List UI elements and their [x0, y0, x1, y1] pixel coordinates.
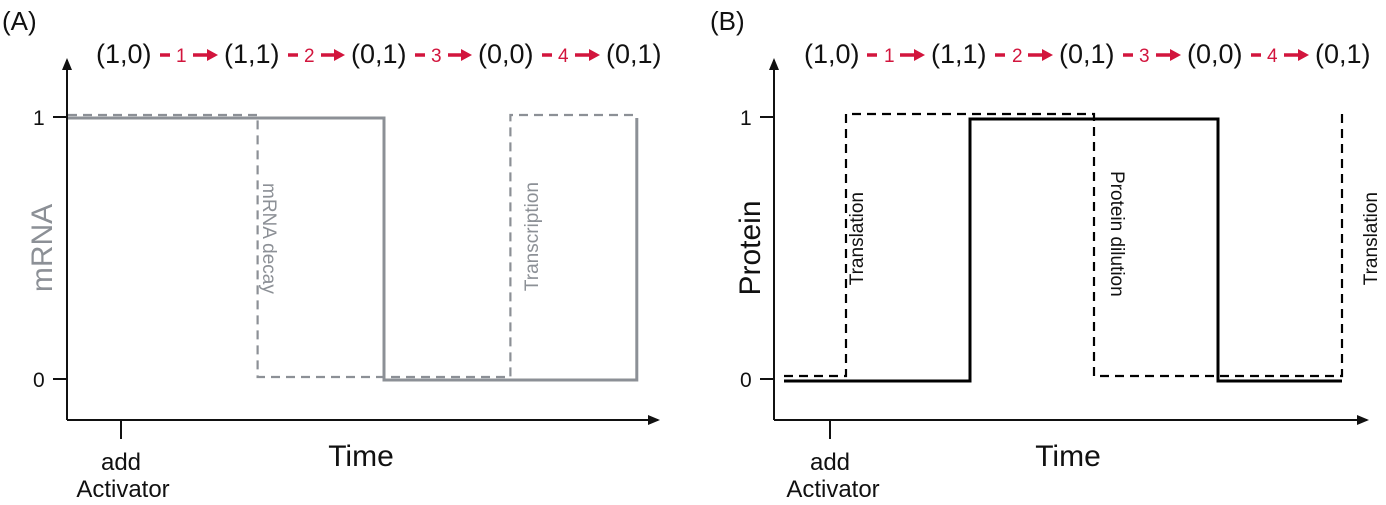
- panel-b-annotation-translation-2: Translation: [1361, 192, 1382, 285]
- panel-b-annotation-protein-dilution: Protein dilution: [1106, 171, 1127, 297]
- panel-a-activator-label-line1: add: [101, 449, 141, 476]
- panel-a-step-2: 2: [288, 46, 345, 67]
- panel-b-state-4: (0,0): [1187, 39, 1243, 69]
- panel-b-step-3: 3: [1123, 46, 1181, 67]
- panel-a-state-4: (0,0): [478, 39, 534, 69]
- step-arrowhead-icon: [461, 49, 472, 61]
- panel-a-step-4-label: 4: [558, 46, 569, 67]
- panel-b-ytick-label-1: 1: [740, 107, 752, 130]
- panel-b-step-1: 1: [867, 46, 925, 67]
- panel-b-step-1-label: 1: [884, 46, 895, 67]
- panel-a: (A) (1,0) 1 (1,1) 2 (0,1) 3: [2, 6, 662, 503]
- step-arrowhead-icon: [589, 49, 600, 61]
- panel-b-activator-label-line2: Activator: [786, 476, 879, 503]
- panel-a-step-3: 3: [415, 46, 472, 67]
- panel-a-state-sequence: (1,0) 1 (1,1) 2 (0,1) 3 (0,0): [96, 39, 662, 69]
- panel-a-state-5: (0,1): [606, 39, 662, 69]
- panel-b-state-sequence: (1,0) 1 (1,1) 2 (0,1) 3 (0,0): [804, 39, 1371, 69]
- panel-a-solid-trace: [68, 116, 639, 382]
- step-arrowhead-icon: [334, 49, 345, 61]
- panel-b-activator-label-line1: add: [810, 449, 850, 476]
- panel-a-y-axis-label: mRNA: [26, 204, 59, 292]
- panel-a-label: (A): [2, 6, 37, 36]
- step-arrowhead-icon: [1042, 49, 1053, 61]
- panel-b: (B) (1,0) 1 (1,1) 2 (0,1) 3: [710, 6, 1382, 503]
- panel-a-state-3: (0,1): [351, 39, 407, 69]
- panel-b-state-3: (0,1): [1059, 39, 1115, 69]
- panel-a-step-3-label: 3: [431, 46, 442, 67]
- step-arrowhead-icon: [1298, 49, 1309, 61]
- step-arrowhead-icon: [1170, 49, 1181, 61]
- panel-b-label: (B): [710, 6, 745, 36]
- panel-b-state-1: (1,0): [804, 39, 860, 69]
- panel-a-step-1: 1: [160, 46, 218, 67]
- panel-b-annotation-translation-1: Translation: [847, 192, 868, 285]
- panel-a-state-1: (1,0): [96, 39, 152, 69]
- panel-a-dashed-trace: [68, 113, 637, 379]
- panel-a-activator-label-line2: Activator: [76, 476, 169, 503]
- panel-a-annotation-transcription: Transcription: [522, 182, 543, 291]
- panel-b-step-3-label: 3: [1139, 46, 1150, 67]
- panel-a-state-2: (1,1): [224, 39, 280, 69]
- panel-a-x-axis-label: Time: [328, 440, 394, 473]
- panel-a-ytick-label-1: 1: [33, 107, 45, 130]
- panel-b-x-axis-label: Time: [1035, 440, 1101, 473]
- panel-a-step-1-label: 1: [176, 46, 187, 67]
- panel-b-state-5: (0,1): [1315, 39, 1371, 69]
- panel-a-step-2-label: 2: [304, 46, 315, 67]
- panel-b-dashed-trace: [784, 112, 1344, 378]
- panel-a-annotation-mrna-decay: mRNA decay: [258, 183, 279, 294]
- panel-b-step-4: 4: [1251, 46, 1309, 67]
- panel-b-ytick-label-0: 0: [740, 369, 752, 392]
- step-arrowhead-icon: [914, 49, 925, 61]
- panel-b-step-4-label: 4: [1267, 46, 1278, 67]
- panel-b-step-2: 2: [995, 46, 1053, 67]
- panel-a-ytick-label-0: 0: [33, 369, 45, 392]
- panel-a-step-4: 4: [542, 46, 600, 67]
- step-arrowhead-icon: [207, 49, 218, 61]
- panel-b-y-axis-label: Protein: [734, 200, 767, 295]
- panel-b-step-2-label: 2: [1012, 46, 1023, 67]
- panel-b-state-2: (1,1): [931, 39, 987, 69]
